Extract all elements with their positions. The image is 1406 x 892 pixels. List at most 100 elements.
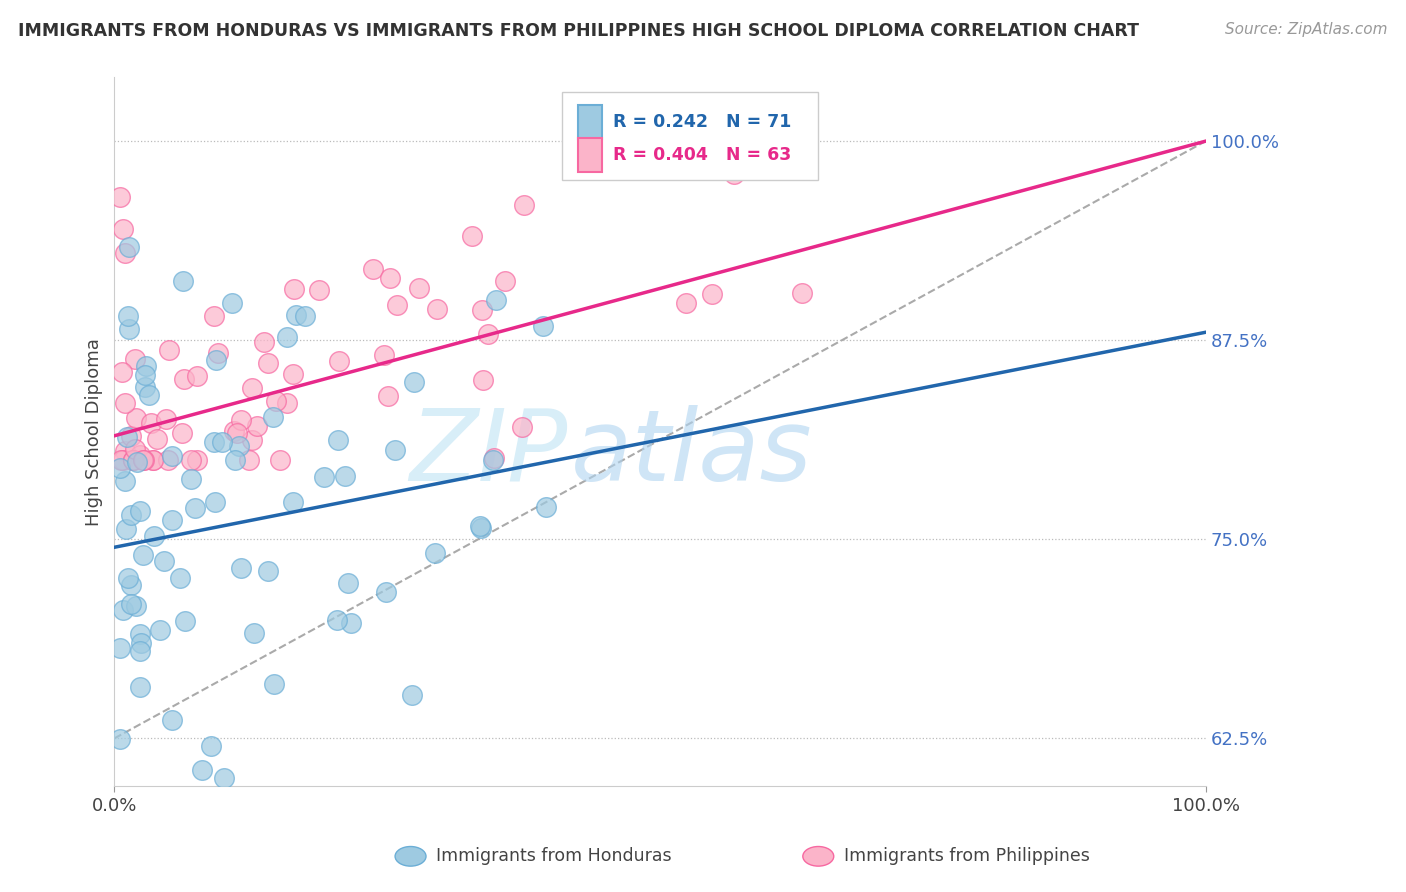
Text: IMMIGRANTS FROM HONDURAS VS IMMIGRANTS FROM PHILIPPINES HIGH SCHOOL DIPLOMA CORR: IMMIGRANTS FROM HONDURAS VS IMMIGRANTS F…	[18, 22, 1139, 40]
Point	[184, 501, 207, 516]
Point	[145, 433, 167, 447]
Point	[132, 452, 155, 467]
Point	[385, 298, 408, 312]
Point	[120, 429, 142, 443]
Point	[340, 616, 363, 631]
Point	[135, 359, 157, 374]
Text: R = 0.404   N = 63: R = 0.404 N = 63	[613, 146, 792, 164]
Point	[108, 641, 131, 656]
Point	[142, 452, 165, 467]
Point	[468, 518, 491, 533]
Point	[129, 627, 152, 641]
Point	[408, 280, 430, 294]
Point	[242, 433, 264, 447]
Point	[143, 529, 166, 543]
Point	[190, 763, 212, 777]
Point	[131, 452, 153, 467]
Point	[702, 287, 724, 301]
FancyBboxPatch shape	[578, 138, 602, 172]
Point	[108, 190, 131, 204]
Point	[110, 460, 132, 475]
Point	[125, 599, 148, 614]
Point	[470, 521, 492, 535]
Point	[228, 439, 250, 453]
Point	[138, 387, 160, 401]
Point	[328, 353, 350, 368]
Point	[326, 613, 349, 627]
Point	[134, 380, 156, 394]
Point	[120, 578, 142, 592]
Point	[276, 395, 298, 409]
Point	[153, 554, 176, 568]
Point	[205, 353, 228, 368]
Point	[373, 348, 395, 362]
Point	[222, 424, 245, 438]
Point	[129, 504, 152, 518]
Point	[180, 452, 202, 467]
Point	[256, 564, 278, 578]
Point	[174, 614, 197, 628]
Point	[308, 283, 330, 297]
Point	[117, 571, 139, 585]
Point	[114, 444, 136, 458]
Point	[173, 372, 195, 386]
Point	[114, 396, 136, 410]
Point	[281, 368, 304, 382]
Point	[675, 296, 697, 310]
Point	[264, 393, 287, 408]
Point	[384, 443, 406, 458]
Point	[112, 452, 135, 467]
Point	[112, 603, 135, 617]
Point	[157, 343, 180, 358]
Point	[125, 410, 148, 425]
Point	[336, 575, 359, 590]
Point	[118, 322, 141, 336]
Point	[482, 453, 505, 467]
Text: atlas: atlas	[571, 405, 813, 501]
Point	[401, 688, 423, 702]
Point	[240, 381, 263, 395]
Point	[294, 309, 316, 323]
Point	[108, 731, 131, 746]
Point	[120, 508, 142, 522]
Point	[423, 546, 446, 560]
Point	[114, 474, 136, 488]
Point	[231, 413, 253, 427]
Point	[281, 495, 304, 509]
Point	[472, 373, 495, 387]
Point	[110, 452, 132, 467]
Point	[202, 309, 225, 323]
Point	[170, 426, 193, 441]
Point	[285, 308, 308, 322]
Point	[125, 455, 148, 469]
Point	[180, 472, 202, 486]
Text: ZIP: ZIP	[409, 405, 567, 501]
Point	[157, 452, 180, 467]
Text: R = 0.242   N = 71: R = 0.242 N = 71	[613, 113, 792, 131]
Point	[221, 295, 243, 310]
Text: Immigrants from Honduras: Immigrants from Honduras	[436, 847, 672, 865]
Point	[377, 389, 399, 403]
Point	[253, 335, 276, 350]
Point	[257, 356, 280, 370]
Point	[112, 221, 135, 235]
Point	[212, 771, 235, 785]
Point	[226, 426, 249, 441]
Point	[531, 319, 554, 334]
Point	[485, 293, 508, 307]
Point	[129, 448, 152, 462]
Point	[118, 240, 141, 254]
Point	[378, 270, 401, 285]
Point	[129, 636, 152, 650]
Point	[243, 625, 266, 640]
Point	[512, 420, 534, 434]
Point	[169, 571, 191, 585]
Point	[131, 549, 153, 563]
Point	[124, 442, 146, 457]
Point	[149, 623, 172, 637]
Point	[477, 326, 499, 341]
Y-axis label: High School Diploma: High School Diploma	[86, 338, 103, 525]
Point	[262, 409, 284, 424]
Point	[207, 346, 229, 360]
Point	[471, 303, 494, 318]
